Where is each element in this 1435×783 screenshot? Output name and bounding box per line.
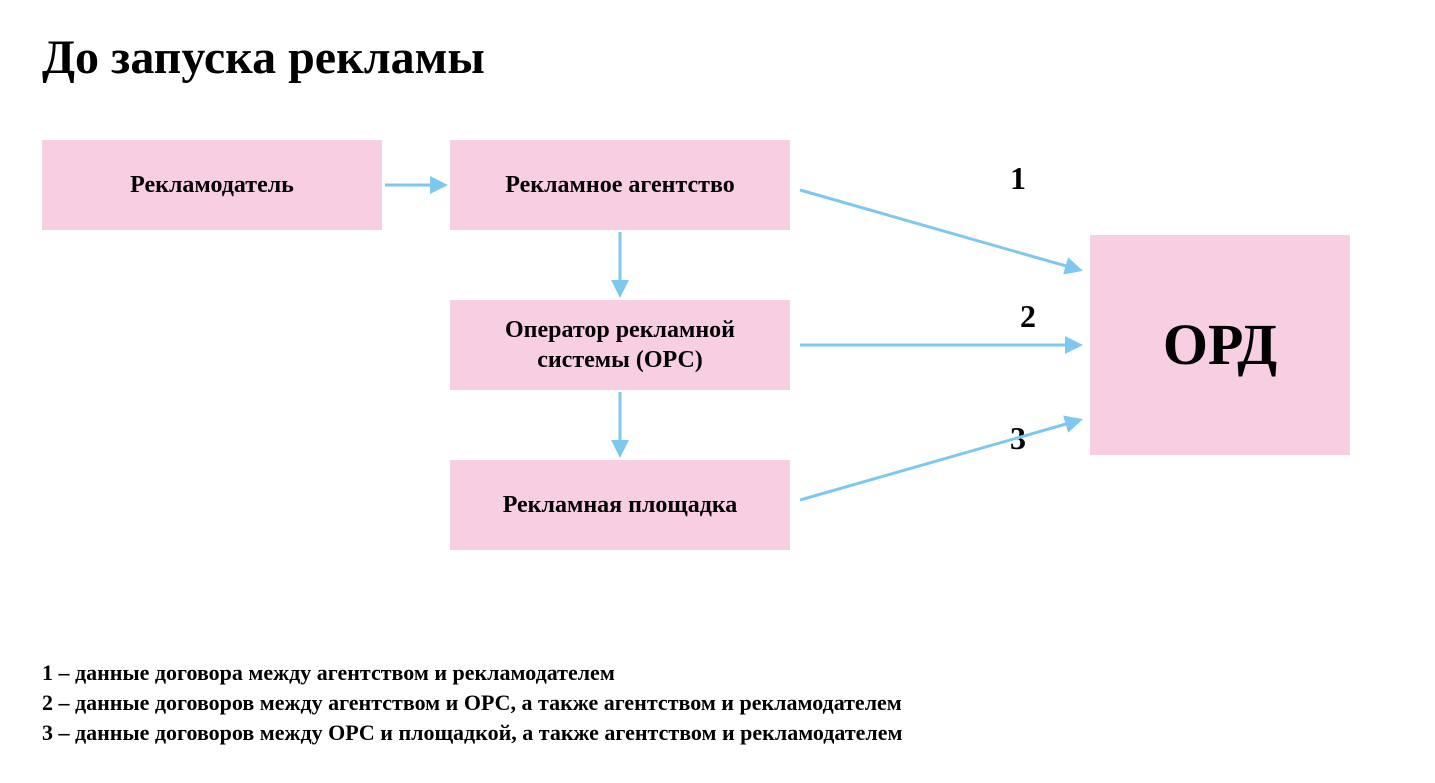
node-ord: ОРД (1090, 235, 1350, 455)
node-agency: Рекламное агентство (450, 140, 790, 230)
node-advertiser: Рекламодатель (42, 140, 382, 230)
footnote-3: 3 – данные договоров между ОРС и площадк… (42, 720, 902, 746)
page-title: До запуска рекламы (42, 30, 485, 85)
footnote-2: 2 – данные договоров между агентством и … (42, 690, 902, 716)
node-orc-label: Оператор рекламной системы (ОРС) (464, 315, 776, 375)
node-advertiser-label: Рекламодатель (130, 170, 294, 200)
edge-agency-ord (800, 190, 1080, 270)
node-orc: Оператор рекламной системы (ОРС) (450, 300, 790, 390)
node-platform: Рекламная площадка (450, 460, 790, 550)
edge-label-1: 1 (1010, 160, 1026, 197)
node-ord-label: ОРД (1163, 309, 1277, 382)
node-agency-label: Рекламное агентство (505, 170, 735, 200)
footnote-1: 1 – данные договора между агентством и р… (42, 660, 615, 686)
edge-label-3: 3 (1010, 420, 1026, 457)
edge-label-2: 2 (1020, 298, 1036, 335)
edge-platform-ord (800, 420, 1080, 500)
node-platform-label: Рекламная площадка (503, 490, 738, 520)
